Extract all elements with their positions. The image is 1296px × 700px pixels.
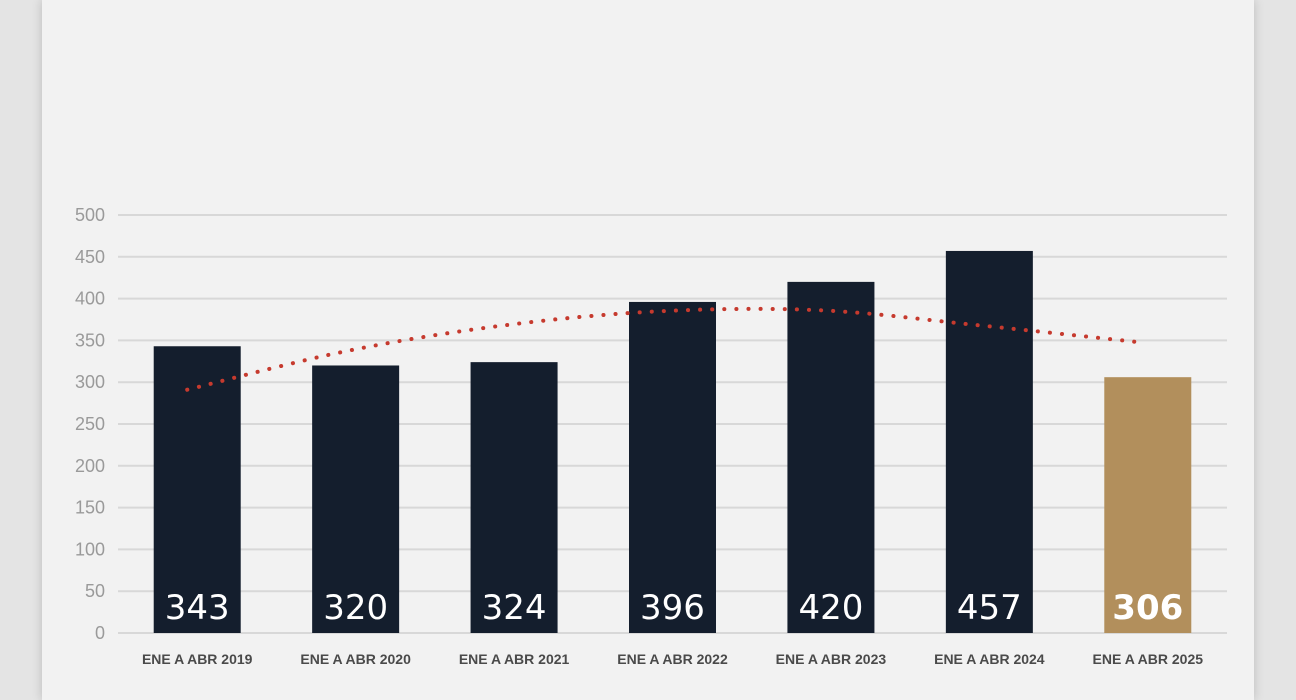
bar-value-label: 343	[165, 588, 230, 628]
y-tick-label: 350	[75, 330, 105, 350]
y-tick-label: 500	[75, 205, 105, 225]
bar	[312, 365, 400, 633]
bar-value-label: 420	[798, 588, 863, 628]
y-tick-label: 300	[75, 372, 105, 392]
y-tick-label: 50	[85, 581, 105, 601]
bar-value-label: 457	[957, 588, 1022, 628]
bar	[787, 281, 875, 633]
x-tick-label: ENE A ABR 2024	[934, 651, 1045, 667]
bar	[629, 301, 716, 633]
y-tick-label: 100	[75, 539, 105, 559]
bar	[153, 346, 241, 633]
y-tick-label: 450	[75, 247, 105, 267]
bar	[945, 250, 1033, 633]
x-tick-label: ENE A ABR 2022	[617, 651, 728, 667]
x-tick-label: ENE A ABR 2020	[300, 651, 411, 667]
bar-value-label: 306	[1112, 588, 1183, 628]
trend-line	[185, 306, 1140, 392]
y-tick-label: 150	[75, 498, 105, 518]
bar	[470, 362, 558, 633]
x-tick-label: ENE A ABR 2025	[1093, 651, 1204, 667]
bar-value-label: 324	[482, 588, 547, 628]
x-tick-label: ENE A ABR 2023	[776, 651, 887, 667]
y-tick-label: 250	[75, 414, 105, 434]
y-tick-label: 200	[75, 456, 105, 476]
bar-value-label: 320	[323, 588, 388, 628]
x-tick-label: ENE A ABR 2019	[142, 651, 253, 667]
x-tick-label: ENE A ABR 2021	[459, 651, 570, 667]
y-tick-label: 400	[75, 289, 105, 309]
bar	[1104, 377, 1192, 633]
bar-value-label: 396	[640, 588, 705, 628]
y-tick-label: 0	[95, 623, 105, 643]
